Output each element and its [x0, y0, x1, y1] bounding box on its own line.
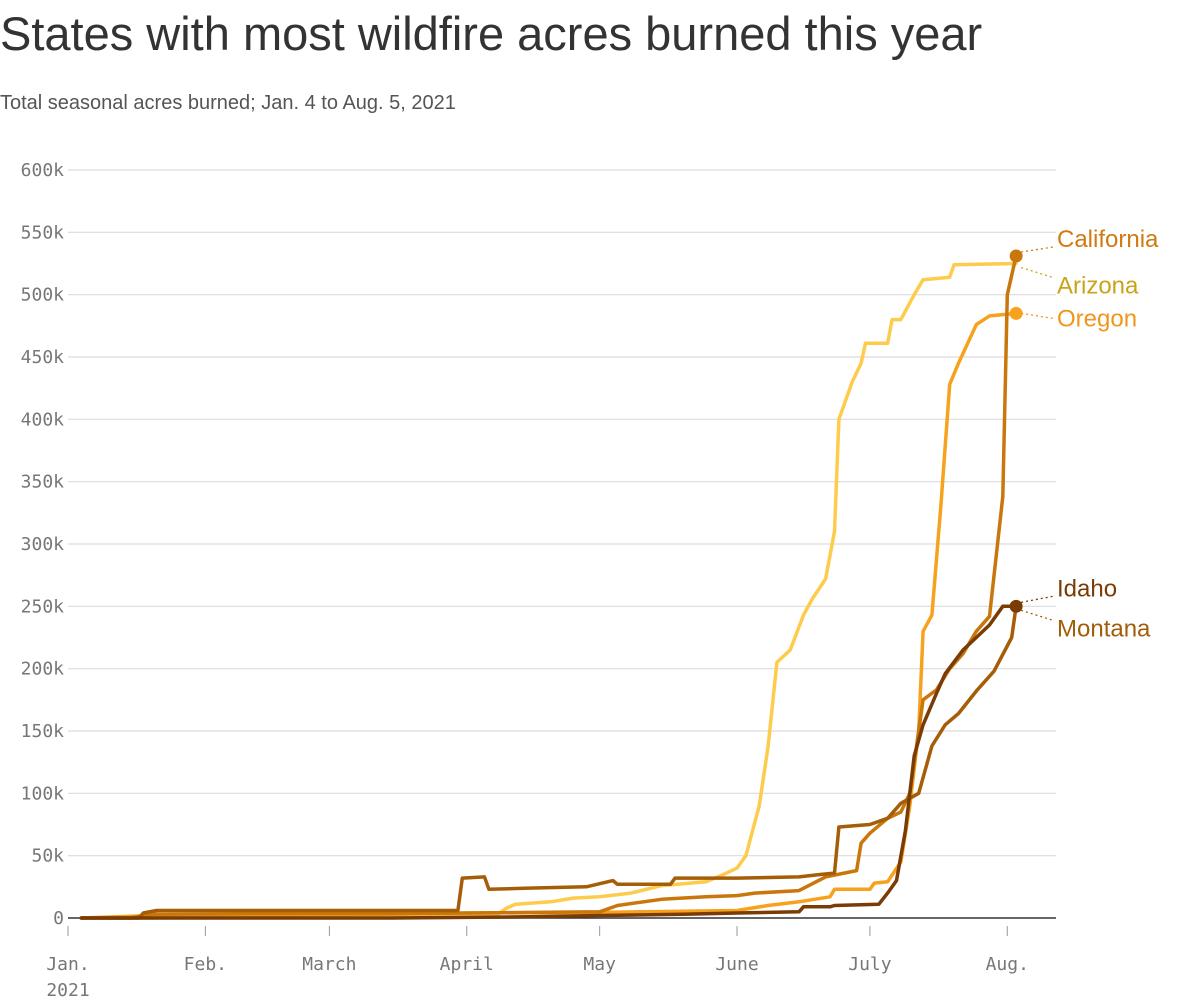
leader-arizona: [1020, 266, 1054, 279]
x-tick-label: Jan.: [46, 954, 89, 975]
chart-title: States with most wildfire acres burned t…: [0, 7, 983, 60]
series-line-arizona: [79, 261, 1018, 920]
series-label-montana: Montana: [1057, 615, 1151, 642]
series-label-idaho: Idaho: [1057, 575, 1117, 602]
series-line-montana: [79, 604, 1018, 920]
x-tick-label: Aug.: [986, 954, 1029, 975]
leader-idaho: [1021, 595, 1054, 603]
x-tick-label: July: [848, 954, 892, 975]
y-tick-label: 0: [53, 908, 64, 929]
leader-oregon: [1021, 312, 1054, 320]
y-tick-label: 600k: [21, 160, 65, 181]
series-line-california: [79, 254, 1018, 920]
leader-montana: [1020, 609, 1054, 621]
grid-layer: [68, 169, 1056, 857]
chart-subtitle: Total seasonal acres burned; Jan. 4 to A…: [0, 92, 456, 114]
y-tick-label: 450k: [21, 347, 65, 368]
x-tick-label: Feb.: [184, 954, 227, 975]
x-tick-label-year: 2021: [46, 980, 89, 1000]
end-marker-idaho: [1009, 599, 1023, 613]
y-tick-label: 100k: [21, 783, 65, 804]
y-tick-label: 150k: [21, 721, 65, 742]
series-label-california: California: [1057, 226, 1159, 253]
axis-layer: 0 50k 100k 150k 200k 250k 300k 350k 400k 450k 500k…: [21, 160, 1056, 1000]
series-label-arizona: Arizona: [1057, 273, 1139, 300]
y-tick-label: 400k: [21, 409, 65, 430]
end-marker-california: [1009, 249, 1023, 263]
x-tick-label: March: [302, 954, 356, 975]
end-marker-oregon: [1009, 306, 1023, 320]
y-tick-label: 200k: [21, 659, 65, 680]
series-line-idaho: [79, 604, 1018, 920]
y-tick-label: 300k: [21, 534, 65, 555]
leader-california: [1021, 246, 1054, 253]
x-tick-label: June: [715, 954, 758, 975]
y-tick-label: 550k: [21, 222, 65, 243]
x-tick-label: May: [583, 954, 616, 975]
y-tick-label: 50k: [31, 846, 64, 867]
label-layer: Arizona Oregon California Montana Idaho: [1020, 226, 1159, 642]
y-tick-label: 500k: [21, 285, 65, 306]
x-tick-label: April: [440, 954, 494, 975]
y-tick-label: 350k: [21, 472, 65, 493]
series-label-oregon: Oregon: [1057, 305, 1137, 332]
series-layer: [79, 249, 1023, 920]
y-tick-label: 250k: [21, 596, 65, 617]
